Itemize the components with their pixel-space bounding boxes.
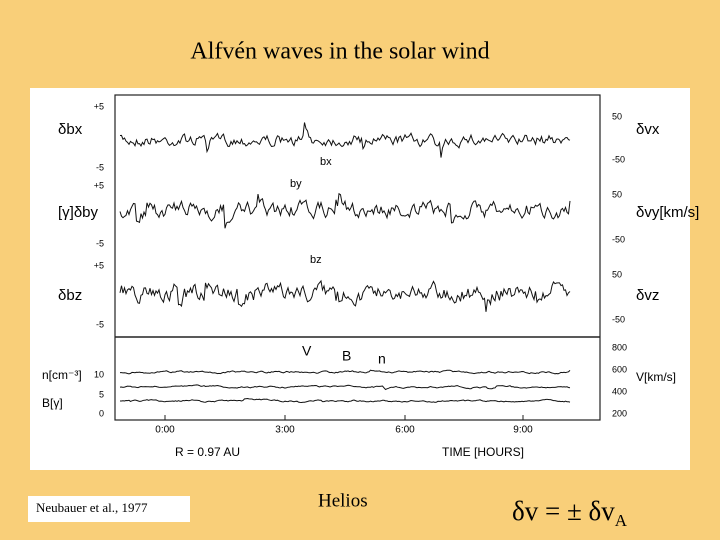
- left-tick: +5: [94, 180, 104, 190]
- curve-label: bx: [320, 156, 332, 168]
- left-label: δbx: [58, 121, 83, 138]
- right-label: δvy[km/s]: [636, 204, 699, 221]
- left-tick: +5: [94, 101, 104, 111]
- curve-label: V: [302, 343, 312, 359]
- curve-label: n: [378, 351, 386, 367]
- right-tick: -50: [612, 154, 625, 164]
- right-tick: 200: [612, 408, 627, 418]
- curve-label: by: [290, 178, 302, 190]
- waveform: [119, 384, 571, 391]
- figure: δbx [γ]δby δbz n[cm⁻³] B[γ] δvx δvy[km/s] δvz V[…: [42, 94, 699, 459]
- plot-frame: [114, 94, 601, 421]
- waveform: [120, 369, 571, 375]
- left-tick: +5: [94, 260, 104, 270]
- right-tick: -50: [612, 234, 625, 244]
- figure-panel: [30, 88, 690, 470]
- right-tick: 50: [612, 269, 622, 279]
- left-label: B[γ]: [42, 396, 63, 410]
- right-label: V[km/s]: [636, 370, 676, 384]
- right-tick: 50: [612, 111, 622, 121]
- formula-sub: A: [615, 511, 628, 530]
- left-tick: -5: [96, 319, 104, 329]
- right-tick: 50: [612, 189, 622, 199]
- curve-label: B: [342, 348, 351, 364]
- waveform: [119, 122, 571, 158]
- x-tick-label: 0:00: [155, 425, 175, 436]
- right-tick: 400: [612, 386, 627, 396]
- waveform: [119, 279, 571, 312]
- spacecraft: Helios: [318, 490, 368, 511]
- right-tick: 800: [612, 342, 627, 352]
- left-label: δbz: [58, 287, 82, 304]
- citation-box: [28, 496, 190, 522]
- waveform: [119, 192, 571, 229]
- left-tick: 5: [99, 389, 104, 399]
- note: R = 0.97 AU: [175, 445, 240, 459]
- formula: δv = ± δvA: [512, 496, 628, 530]
- x-tick-label: 9:00: [513, 425, 533, 436]
- x-tick-label: 3:00: [275, 425, 295, 436]
- x-tick-label: 6:00: [395, 425, 415, 436]
- right-tick: -50: [612, 314, 625, 324]
- left-tick: -5: [96, 238, 104, 248]
- formula-main: δv = ± δv: [512, 496, 615, 526]
- left-tick: -5: [96, 162, 104, 172]
- left-tick: 10: [94, 369, 104, 379]
- curve-label: bz: [310, 254, 322, 266]
- right-tick: 600: [612, 364, 627, 374]
- x-axis-label: TIME [HOURS]: [442, 445, 524, 459]
- right-label: δvx: [636, 121, 660, 138]
- waveform: [120, 397, 571, 404]
- left-label: [γ]δby: [58, 204, 99, 221]
- title: Alfvén waves in the solar wind: [190, 39, 489, 65]
- right-label: δvz: [636, 287, 659, 304]
- left-tick: 0: [99, 408, 104, 418]
- citation: Neubauer et al., 1977: [36, 500, 148, 515]
- left-label: n[cm⁻³]: [42, 368, 82, 382]
